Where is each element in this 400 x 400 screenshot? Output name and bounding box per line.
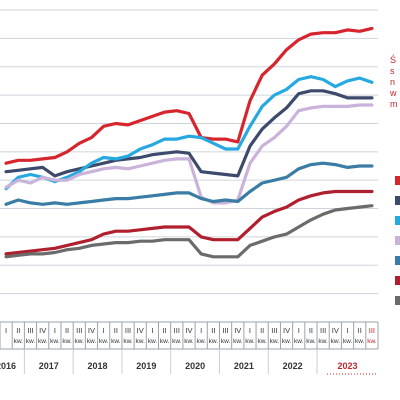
x-tick-label-kw: kw. (343, 338, 353, 345)
x-tick-label-kw: kw. (331, 338, 341, 345)
x-tick-label-kw: kw. (294, 338, 304, 345)
x-year-label: 2018 (88, 361, 108, 371)
x-tick-label-kw: kw. (184, 338, 194, 345)
x-tick-label-kw: kw. (270, 338, 280, 345)
x-tick-label-kw: kw. (62, 338, 72, 345)
x-tick-label-quarter: I (298, 326, 300, 335)
x-tick-label-quarter: II (260, 326, 264, 335)
x-tick-label-quarter: III (369, 326, 375, 335)
x-tick-label-quarter: II (358, 326, 362, 335)
x-tick-label-kw: kw. (38, 338, 48, 345)
x-tick-label-quarter: I (54, 326, 56, 335)
x-year-label: 2021 (234, 361, 254, 371)
series-line-2 (4, 89, 374, 178)
x-tick-label-kw: kw. (172, 338, 182, 345)
series-line-4 (4, 103, 374, 205)
x-tick-label-quarter: IV (88, 326, 95, 335)
x-tick-label-quarter: II (309, 326, 313, 335)
x-tick-label-quarter: I (346, 326, 348, 335)
legend-swatch (395, 216, 400, 225)
x-year-label: 2022 (283, 361, 303, 371)
x-tick-label-quarter: IV (185, 326, 192, 335)
x-tick-label-kw: kw. (87, 338, 97, 345)
series-line-6 (4, 189, 374, 256)
chart-series-group (4, 26, 374, 259)
x-tick-label-kw: kw. (196, 338, 206, 345)
x-tick-label-quarter: I (103, 326, 105, 335)
x-axis: I IIkw.IIIkw.IVkw.Ikw.IIkw.IIIkw.IVkw.Ikw… (0, 321, 379, 375)
x-year-label: 2020 (185, 361, 205, 371)
x-tick-label-quarter: IV (332, 326, 339, 335)
x-tick-label-kw: kw. (221, 338, 231, 345)
x-year-label: 2016 (0, 361, 16, 371)
x-tick-label-kw: kw. (233, 338, 243, 345)
x-tick-label-quarter: III (76, 326, 82, 335)
side-note-line: n (390, 77, 396, 87)
x-tick-label-kw: kw. (355, 338, 365, 345)
x-tick-label-kw: kw. (14, 338, 24, 345)
x-tick-label-quarter: I (249, 326, 251, 335)
x-tick-label-quarter: I (200, 326, 202, 335)
x-tick-label-quarter: II (16, 326, 20, 335)
x-tick-label-kw: kw. (148, 338, 158, 345)
legend-swatch (395, 196, 400, 205)
x-tick-label-kw: kw. (318, 338, 328, 345)
x-tick-label-kw: kw. (26, 338, 36, 345)
series-line-3 (4, 75, 374, 191)
series-line-5 (4, 161, 374, 206)
x-tick-label-kw: kw. (209, 338, 219, 345)
x-tick-label-quarter: III (174, 326, 180, 335)
series-line-1 (4, 26, 374, 165)
x-tick-label-quarter: III (125, 326, 131, 335)
x-tick-label-quarter: II (163, 326, 167, 335)
x-tick-label-quarter: I (151, 326, 153, 335)
legend-swatch (395, 176, 400, 185)
x-tick-label-quarter: IV (39, 326, 46, 335)
x-tick-label-quarter: III (271, 326, 277, 335)
side-note-text: Ś s n w m (390, 55, 400, 110)
x-tick-label-quarter: IV (283, 326, 290, 335)
x-tick-label-kw: kw. (306, 338, 316, 345)
x-year-label: 2023 (338, 361, 358, 371)
x-tick-label-quarter: III (222, 326, 228, 335)
x-year-label: 2019 (136, 361, 156, 371)
x-tick-label-kw: kw. (257, 338, 267, 345)
x-tick-label-quarter: III (27, 326, 33, 335)
x-tick-label-quarter: I (5, 326, 7, 335)
series-line-7 (4, 204, 374, 259)
side-note-line: Ś (390, 55, 397, 65)
x-tick-label-kw: kw. (282, 338, 292, 345)
side-note-line: w (390, 88, 397, 98)
legend (395, 176, 400, 305)
x-tick-label-quarter: III (320, 326, 326, 335)
x-tick-label-kw: kw. (245, 338, 255, 345)
x-year-label: 2017 (39, 361, 59, 371)
side-note-line: m (390, 99, 398, 109)
x-tick-label-kw: kw. (160, 338, 170, 345)
side-note-line: s (390, 66, 395, 76)
x-tick-label-kw: kw. (123, 338, 133, 345)
x-tick-label-kw: kw. (111, 338, 121, 345)
x-tick-label-kw: kw. (136, 338, 146, 345)
x-tick-label-quarter: II (211, 326, 215, 335)
x-tick-label-quarter: II (114, 326, 118, 335)
x-tick-label-quarter: IV (234, 326, 241, 335)
x-tick-label-kw: kw. (50, 338, 60, 345)
x-tick-label-kw: kw. (367, 338, 377, 345)
legend-swatch (395, 296, 400, 305)
x-tick-label-quarter: II (65, 326, 69, 335)
legend-swatch (395, 236, 400, 245)
legend-swatch (395, 256, 400, 265)
legend-swatch (395, 276, 400, 285)
x-tick-label-kw: kw. (75, 338, 85, 345)
x-tick-label-kw: kw. (99, 338, 109, 345)
x-tick-label-quarter: IV (137, 326, 144, 335)
